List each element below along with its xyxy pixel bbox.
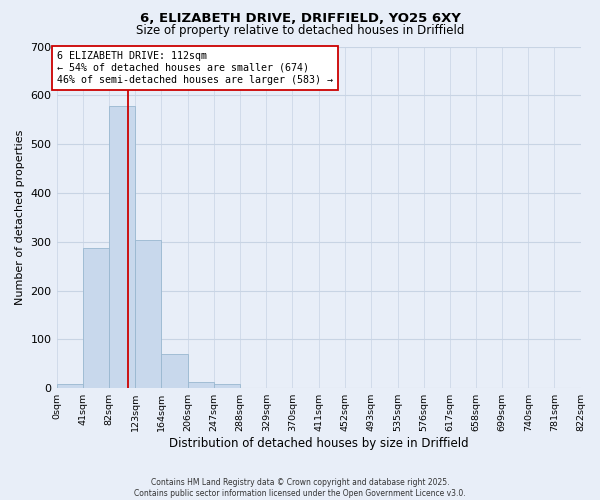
Bar — [83, 248, 109, 388]
Y-axis label: Number of detached properties: Number of detached properties — [15, 130, 25, 305]
Bar — [56, 384, 83, 388]
Text: Size of property relative to detached houses in Driffield: Size of property relative to detached ho… — [136, 24, 464, 37]
Text: Contains HM Land Registry data © Crown copyright and database right 2025.
Contai: Contains HM Land Registry data © Crown c… — [134, 478, 466, 498]
Bar — [188, 382, 214, 388]
Text: 6 ELIZABETH DRIVE: 112sqm
← 54% of detached houses are smaller (674)
46% of semi: 6 ELIZABETH DRIVE: 112sqm ← 54% of detac… — [57, 52, 333, 84]
Bar — [161, 354, 188, 388]
X-axis label: Distribution of detached houses by size in Driffield: Distribution of detached houses by size … — [169, 437, 469, 450]
Bar — [214, 384, 240, 388]
Text: 6, ELIZABETH DRIVE, DRIFFIELD, YO25 6XY: 6, ELIZABETH DRIVE, DRIFFIELD, YO25 6XY — [140, 12, 460, 26]
Bar — [109, 106, 135, 388]
Bar — [135, 240, 161, 388]
